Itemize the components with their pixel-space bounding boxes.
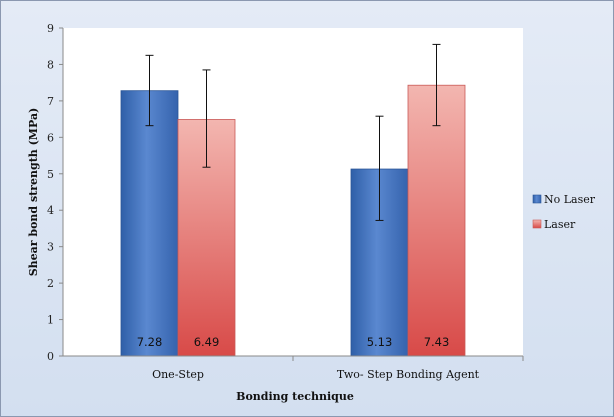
y-tick-label: 4 [47,204,54,217]
legend-label: No Laser [544,193,596,206]
y-tick-label: 9 [47,22,54,35]
y-tick-label: 6 [47,131,54,144]
x-category-label: Two- Step Bonding Agent [337,368,480,381]
y-tick-label: 8 [47,58,54,71]
y-tick-label: 1 [47,314,54,327]
data-label: 6.49 [194,335,220,349]
x-categories: One-Step Two- Step Bonding Agent [152,356,524,381]
data-label: 7.43 [424,335,450,349]
y-tick-label: 2 [47,277,54,290]
legend-swatch [532,194,542,204]
bar-laser [407,84,466,357]
y-tick-label: 3 [47,241,54,254]
y-tick-label: 5 [47,168,54,181]
x-axis-title: Bonding technique [236,390,354,403]
y-axis-title: Shear bond strength (MPa) [27,108,40,277]
y-tick-label: 0 [47,350,54,363]
legend: No Laser Laser [532,193,596,231]
chart-marks: 7.28 6.49 5.13 7.43 [120,43,466,357]
y-ticks: 0 1 2 3 4 5 6 7 8 9 [47,22,63,363]
bar-no-laser [120,90,179,357]
legend-swatch [532,219,542,229]
y-tick-label: 7 [47,95,54,108]
x-category-label: One-Step [152,368,204,381]
data-label: 7.28 [137,335,163,349]
data-label: 5.13 [367,335,393,349]
legend-label: Laser [544,218,576,231]
